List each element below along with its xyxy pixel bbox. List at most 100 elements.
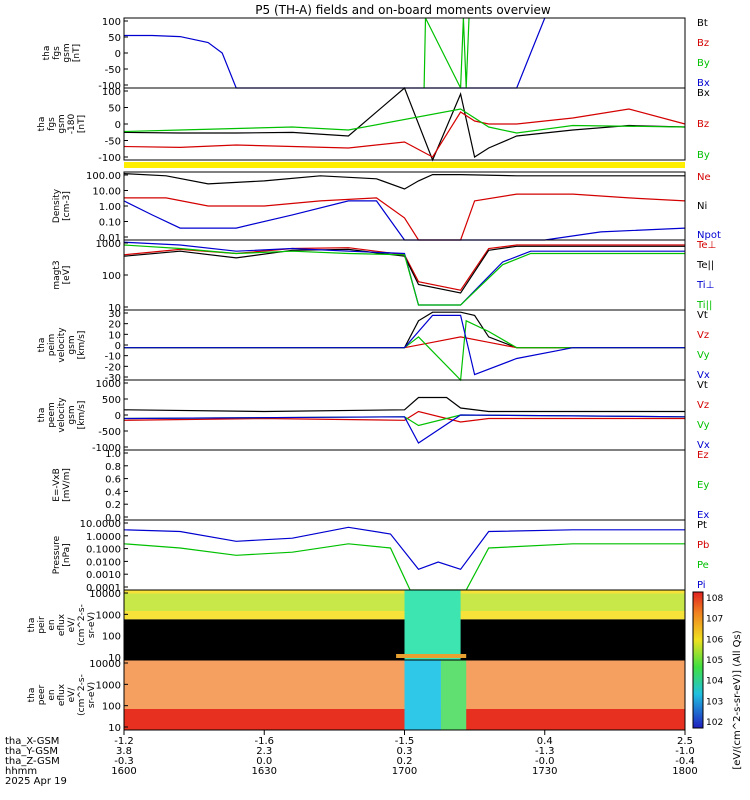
ytick-label-peir_spectrogram: 1000 (96, 610, 121, 621)
series-pressure-Pi (123, 526, 685, 571)
ylabel-line: peir (37, 616, 47, 634)
xaxis-value: 0.2 (397, 756, 413, 767)
xaxis-value: 3.8 (116, 746, 132, 757)
legend-peim_velocity-Vx: Vx (697, 370, 710, 381)
ytick-label-peir_spectrogram: 10 (108, 653, 121, 664)
series-peim_velocity-Vy (124, 319, 685, 382)
ytick-label-peem_velocity: 1000 (96, 379, 121, 390)
series-peim_velocity-Vz (124, 336, 685, 349)
ylabel-line: en (47, 689, 57, 700)
legend-pressure-Pb: Pb (697, 540, 709, 551)
colorbar-label: [eV/(cm^2-s-sr-eV)] (All Qs) (732, 630, 743, 769)
ylabel-line: [nT] (77, 115, 87, 133)
xaxis-value: -1.6 (254, 736, 274, 747)
ylabel-line: [mV/m] (62, 468, 72, 502)
spectrogram-peir_spectrogram (124, 590, 685, 660)
ytick-label-peer_spectrogram: 10 (108, 723, 121, 734)
panel-frame-fgs_gsm (123, 17, 686, 89)
xaxis-row-label: hhmm (5, 766, 37, 777)
ytick-label-density: 0.10 (99, 218, 121, 229)
ytick-label-peer_spectrogram: 1000 (96, 680, 121, 691)
series-peim_velocity-Vx (124, 314, 685, 376)
ytick-label-efield: 0.2 (105, 500, 121, 511)
ylabel-line: [km/s] (77, 331, 87, 360)
ylabel-line: gsm (67, 405, 77, 424)
xaxis-value: 1800 (672, 766, 697, 777)
legend-temperature-Te||: Te|| (696, 260, 714, 271)
series-fgs_gsm_zoom-By (123, 108, 686, 134)
xaxis-row-label: tha_Z-GSM (5, 756, 60, 767)
ylabel-line: (cm^2-s- (77, 604, 87, 646)
series-fgs_gsm_zoom-Bz (123, 108, 686, 158)
ylabel-peem_velocity: tha peem velocity gsm [km/s] (37, 397, 87, 433)
series-temperature-Te|| (123, 245, 685, 294)
ytick-label-efield: 0.8 (105, 462, 121, 473)
xaxis-value: -0.4 (675, 756, 695, 767)
legend-fgs_gsm-Bt: Bt (697, 18, 708, 29)
ylabel-line: eflux (57, 683, 67, 706)
legend-density-Ne: Ne (697, 172, 711, 183)
ytick-label-temperature: 1000 (96, 239, 121, 250)
colorbar-tick-label: 106 (706, 635, 723, 645)
ylabel-pressure: Pressure [nPa] (52, 535, 72, 574)
ylabel-line: peim (47, 334, 57, 357)
ytick-label-pressure: 0.1000 (86, 545, 121, 556)
colorbar-tick-label: 104 (706, 677, 723, 687)
xaxis-value: 1630 (252, 766, 277, 777)
xaxis-value: 2.5 (677, 736, 693, 747)
ylabel-line: tha (37, 117, 47, 132)
ytick-label-peim_velocity: -10 (105, 352, 121, 363)
colorbar-tick-label: 103 (706, 697, 723, 707)
xaxis-value: -1.3 (535, 746, 555, 757)
ytick-label-fgs_gsm: -100 (98, 81, 121, 92)
ylabel-line: gsm (62, 43, 72, 62)
ytick-label-efield: 0.4 (105, 487, 121, 498)
series-temperature-Ti|| (123, 244, 685, 306)
ytick-label-fgs_gsm: 100 (102, 17, 121, 28)
xaxis-value: 1730 (532, 766, 557, 777)
ytick-label-peer_spectrogram: 100 (102, 702, 121, 713)
colorbar-tick-label: 102 (706, 718, 723, 728)
colorbar-tick-label: 105 (706, 656, 723, 666)
spectrogram-gap-2 (440, 660, 467, 730)
series-peem_velocity-Vx (123, 414, 686, 444)
colorbar-tick-label: 107 (706, 615, 723, 625)
xaxis-value: 2.3 (256, 746, 272, 757)
xaxis-value: 0.4 (537, 736, 553, 747)
legend-fgs_gsm-Bx: Bx (697, 78, 710, 89)
ytick-label-pressure: 0.0001 (86, 583, 121, 594)
ytick-label-peir_spectrogram: 100 (102, 632, 121, 643)
series-peem_velocity-Vz (123, 410, 685, 423)
panel-frame-efield (123, 449, 686, 521)
ylabel-line: tha (27, 688, 37, 703)
ylabel-fgs_gsm: tha fgs gsm [nT] (42, 43, 82, 62)
ytick-label-density: 1.00 (99, 202, 121, 213)
ylabel-density: Density [cm-3] (52, 188, 72, 223)
legend-peem_velocity-Vz: Vz (697, 400, 709, 411)
legend-efield-Ex: Ex (697, 510, 709, 521)
ytick-label-pressure: 0.0010 (86, 570, 121, 581)
ylabel-line: tha (37, 338, 47, 353)
series-fgs_gsm-Bx (124, 17, 546, 89)
legend-peim_velocity-Vt: Vt (697, 310, 708, 321)
ytick-label-peem_velocity: -500 (98, 427, 121, 438)
xaxis-value: -1.2 (114, 736, 134, 747)
ytick-label-pressure: 10.0000 (80, 519, 121, 530)
ytick-label-fgs_gsm_zoom: 100 (102, 87, 121, 98)
spectrogram-gap (404, 590, 461, 660)
panel-frame-peim_velocity (123, 309, 686, 381)
legend-fgs_gsm-By: By (697, 58, 710, 69)
ytick-label-peim_velocity: 10 (108, 330, 121, 341)
legend-peem_velocity-Vx: Vx (697, 440, 710, 451)
series-peem_velocity-Vt (123, 396, 685, 413)
ylabel-line: [nT] (72, 44, 82, 62)
ylabel-line: fgs (52, 46, 62, 60)
ytick-label-peim_velocity: 0 (115, 341, 121, 352)
ylabel-line: peem (47, 402, 57, 428)
legend-temperature-Te⊥: Te⊥ (696, 240, 716, 251)
legend-temperature-Ti⊥: Ti⊥ (696, 280, 714, 291)
series-fgs_gsm-By (423, 17, 470, 89)
legend-density-Npot: Npot (697, 230, 721, 241)
